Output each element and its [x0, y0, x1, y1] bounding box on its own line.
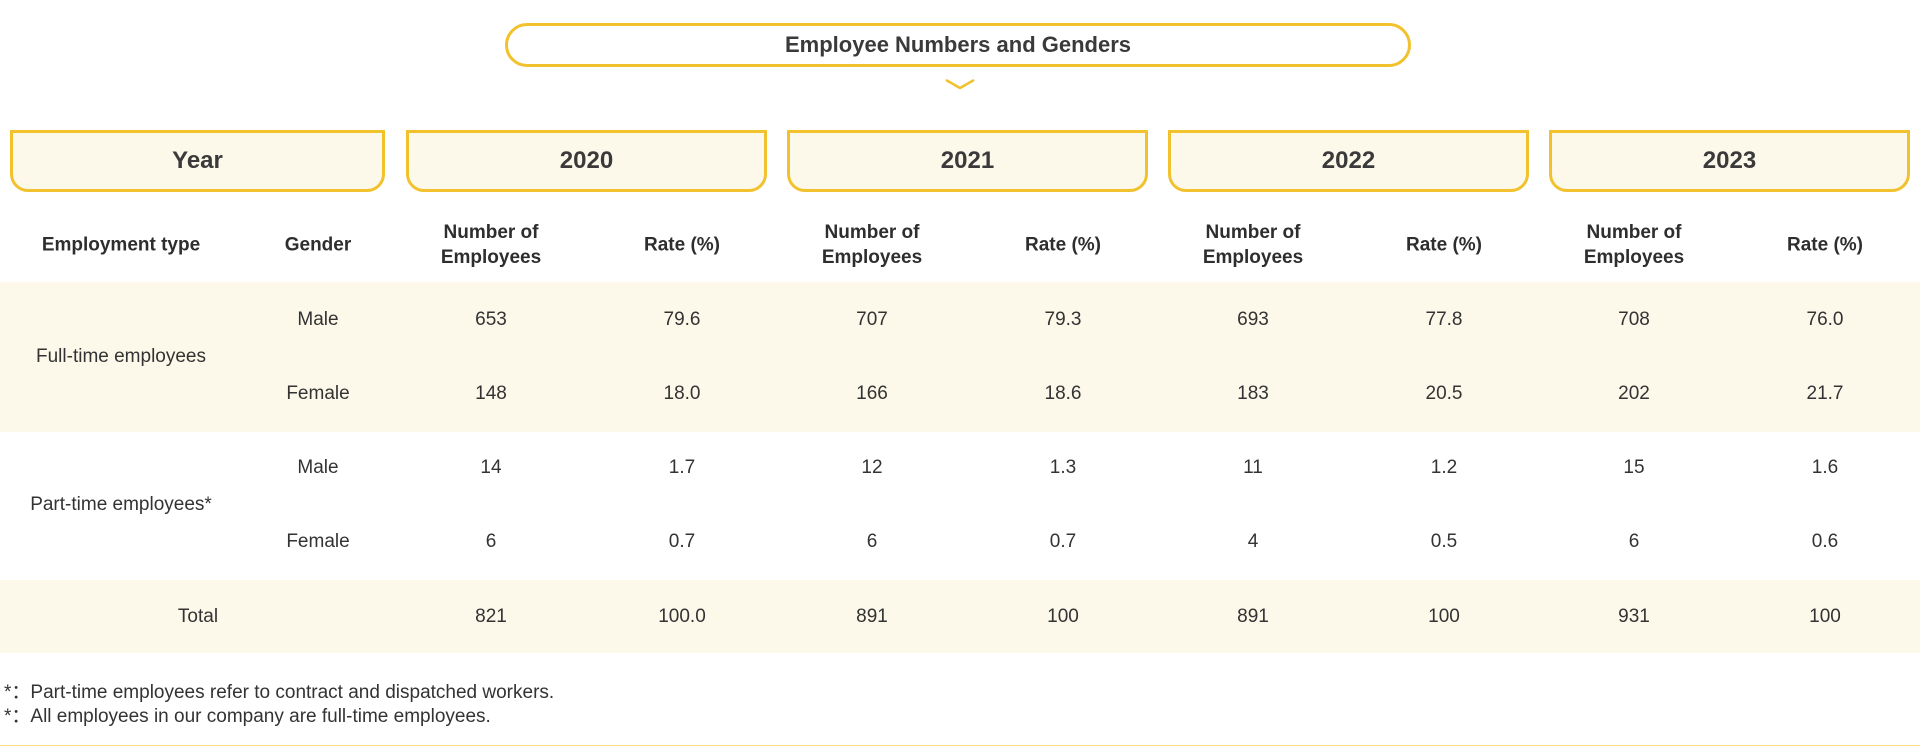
table-cell: 1.2 [1430, 457, 1458, 478]
table-cell: 76.0 [1806, 309, 1844, 330]
column-header-rate: Rate (%) [1405, 234, 1483, 256]
column-header-rate: Rate (%) [1786, 234, 1864, 256]
gender-label: Male [297, 457, 339, 478]
gender-label: Female [286, 383, 350, 404]
table-cell: 77.8 [1425, 309, 1463, 330]
table-cell: 15 [1623, 457, 1645, 478]
column-header-number-of-employees: Number of Employees [821, 222, 923, 268]
table-cell: 79.6 [663, 309, 701, 330]
table-cell: 100 [1809, 606, 1841, 627]
table-cell: 6 [1628, 531, 1640, 552]
footnote: *：All employees in our company are full-… [4, 706, 491, 727]
table-cell: 148 [475, 383, 507, 404]
year-header-2020: 2020 [406, 130, 767, 192]
table-cell: 931 [1618, 606, 1650, 627]
gender-label: Female [286, 531, 350, 552]
table-cell: 653 [475, 309, 507, 330]
table-cell: 891 [856, 606, 888, 627]
full-time-row-band [0, 282, 1920, 432]
table-cell: 14 [480, 457, 502, 478]
table-cell: 20.5 [1425, 383, 1463, 404]
column-header-rate: Rate (%) [643, 234, 721, 256]
column-header-rate: Rate (%) [1024, 234, 1102, 256]
column-header-number-of-employees: Number of Employees [440, 222, 542, 268]
year-header-2023: 2023 [1549, 130, 1910, 192]
table-cell: 821 [475, 606, 507, 627]
table-cell: 708 [1618, 309, 1650, 330]
table-cell: 21.7 [1806, 383, 1844, 404]
column-header-gender: Gender [284, 234, 352, 256]
table-cell: 100 [1047, 606, 1079, 627]
column-header-employment-type: Employment type [41, 234, 201, 256]
table-cell: 100.0 [658, 606, 706, 627]
table-cell: 1.7 [668, 457, 696, 478]
total-row-band [0, 580, 1920, 653]
table-cell: 183 [1237, 383, 1269, 404]
table-cell: 18.6 [1044, 383, 1082, 404]
row-label-part-time: Part-time employees* [30, 494, 212, 515]
table-cell: 891 [1237, 606, 1269, 627]
table-cell: 0.5 [1430, 531, 1458, 552]
year-header-2022: 2022 [1168, 130, 1529, 192]
table-cell: 12 [861, 457, 883, 478]
table-cell: 0.6 [1811, 531, 1839, 552]
table-cell: 707 [856, 309, 888, 330]
table-cell: 693 [1237, 309, 1269, 330]
table-cell: 4 [1247, 531, 1259, 552]
footnote: *：Part-time employees refer to contract … [4, 682, 555, 703]
table-cell: 6 [866, 531, 878, 552]
table-cell: 18.0 [663, 383, 701, 404]
chevron-down-icon [945, 78, 975, 90]
table-cell: 1.3 [1049, 457, 1077, 478]
column-header-number-of-employees: Number of Employees [1583, 222, 1685, 268]
row-label-full-time: Full-time employees [36, 346, 206, 367]
table-cell: 166 [856, 383, 888, 404]
table-cell: 100 [1428, 606, 1460, 627]
divider [0, 745, 1920, 746]
row-label-total: Total [177, 606, 219, 627]
table-cell: 0.7 [1049, 531, 1077, 552]
year-header-2021: 2021 [787, 130, 1148, 192]
table-cell: 79.3 [1044, 309, 1082, 330]
table-cell: 202 [1618, 383, 1650, 404]
table-cell: 0.7 [668, 531, 696, 552]
gender-label: Male [297, 309, 339, 330]
table-cell: 1.6 [1811, 457, 1839, 478]
table-title: Employee Numbers and Genders [505, 23, 1411, 67]
column-header-number-of-employees: Number of Employees [1202, 222, 1304, 268]
table-cell: 6 [485, 531, 497, 552]
table-cell: 11 [1243, 457, 1263, 478]
year-header-label: Year [10, 130, 385, 192]
